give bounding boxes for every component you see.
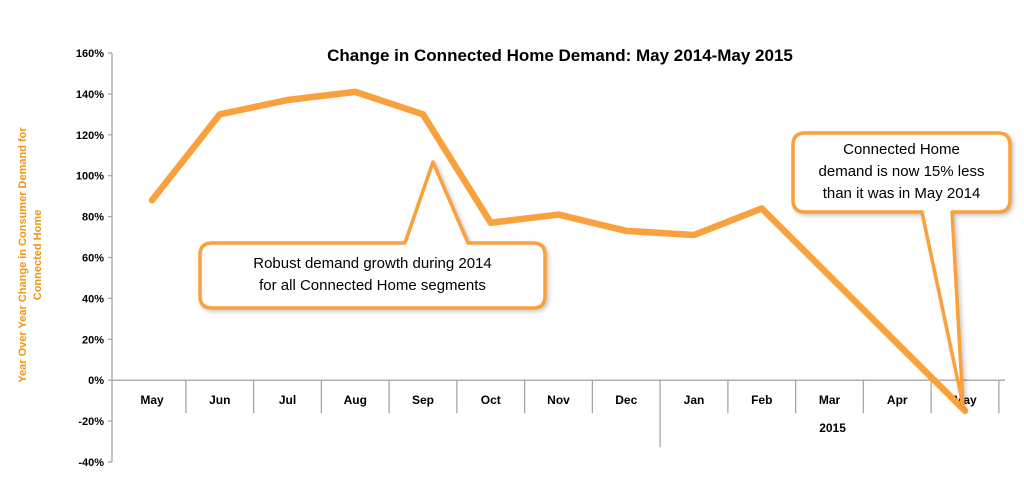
y-tick-label: 140% <box>76 89 104 101</box>
x-tick-label: Apr <box>887 393 908 407</box>
demand-line <box>148 88 969 415</box>
x-tick-label: Mar <box>819 393 841 407</box>
y-tick-label: 120% <box>76 130 104 142</box>
x-tick-label: Jun <box>209 393 230 407</box>
x-tick-label: May <box>140 393 164 407</box>
y-tick-label: -40% <box>78 457 104 469</box>
x-tick-label: Aug <box>344 393 367 407</box>
callout-robust-demand-bubble <box>198 160 547 310</box>
x-tick-label: Feb <box>751 393 772 407</box>
callout-robust-demand-text: Robust demand growth during 2014 for all… <box>253 255 492 294</box>
y-tick-label: 20% <box>82 334 104 346</box>
callout-demand-drop-bubble <box>791 131 1012 407</box>
y-tick-label: 0% <box>88 375 104 387</box>
x-tick-label: Dec <box>615 393 637 407</box>
y-tick-label: 40% <box>82 293 104 305</box>
callout-demand-drop-text: Connected Home demand is now 15% less th… <box>818 141 985 202</box>
x-tick-label: Sep <box>412 393 434 407</box>
x-tick-label: Jul <box>279 393 296 407</box>
callout-robust-demand <box>198 160 547 310</box>
y-tick-label: 100% <box>76 171 104 183</box>
y-tick-label: 160% <box>76 48 104 60</box>
x-tick-label: Jan <box>684 393 705 407</box>
chart-title: Change in Connected Home Demand: May 201… <box>327 46 793 65</box>
y-tick-label: 60% <box>82 253 104 265</box>
y-tick-label: -20% <box>78 416 104 428</box>
x-tick-label: Oct <box>481 393 501 407</box>
chart-axes-and-series: 160% 140% 120% 100% 80% 60% 40% 20% 0% -20% -40% Ma… <box>76 48 1005 469</box>
year-label: 2015 <box>819 421 846 435</box>
y-tick-label: 80% <box>82 212 104 224</box>
callout-demand-drop <box>791 131 1012 407</box>
x-tick-label: Nov <box>547 393 570 407</box>
